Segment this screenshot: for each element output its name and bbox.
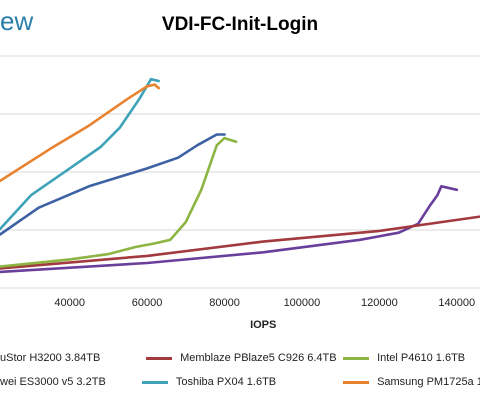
x-tick-labels: 40000 60000 80000 100000 120000 140000 [54, 297, 475, 309]
chart-title: VDI-FC-Init-Login [161, 14, 319, 35]
series-line [0, 215, 480, 270]
legend-label: Intel P4610 1.6TB [377, 352, 466, 364]
legend-label: Samsung PM1725a 1 [377, 376, 480, 388]
series-line [0, 185, 459, 274]
legend-item: uStor H3200 3.84TB [0, 352, 100, 364]
series-line [0, 136, 238, 268]
series-line [0, 83, 160, 183]
brand-logo-text: ew [0, 6, 34, 36]
legend-item: Intel P4610 1.6TB [343, 352, 465, 364]
line-chart: 40000 60000 80000 100000 120000 140000 IOPS [0, 55, 480, 331]
series-line [0, 77, 160, 231]
series-line [0, 133, 226, 236]
legend: uStor H3200 3.84TB Memblaze PBlaze5 C926… [0, 344, 480, 401]
x-tick-label: 140000 [438, 297, 475, 309]
gridlines [0, 55, 480, 289]
x-axis-label: IOPS [250, 319, 276, 331]
x-tick-label: 60000 [132, 297, 163, 309]
x-tick-label: 80000 [209, 297, 240, 309]
x-tick-label: 120000 [361, 297, 398, 309]
legend-swatch [142, 380, 168, 384]
legend-label: wei ES3000 v5 3.2TB [0, 376, 106, 388]
x-tick-label: 100000 [284, 297, 321, 309]
legend-item: Toshiba PX04 1.6TB [142, 376, 276, 388]
legend-label: Toshiba PX04 1.6TB [175, 376, 277, 388]
legend-swatch [146, 356, 172, 360]
legend-swatch [343, 380, 369, 384]
legend-label: Memblaze PBlaze5 C926 6.4TB [180, 352, 337, 364]
legend-swatch [343, 356, 369, 360]
legend-label: uStor H3200 3.84TB [0, 352, 101, 364]
legend-item: Samsung PM1725a 1 [343, 376, 480, 388]
x-tick-label: 40000 [54, 297, 85, 309]
legend-item: wei ES3000 v5 3.2TB [0, 376, 106, 388]
legend-item: Memblaze PBlaze5 C926 6.4TB [146, 352, 337, 364]
series-lines [0, 77, 480, 274]
